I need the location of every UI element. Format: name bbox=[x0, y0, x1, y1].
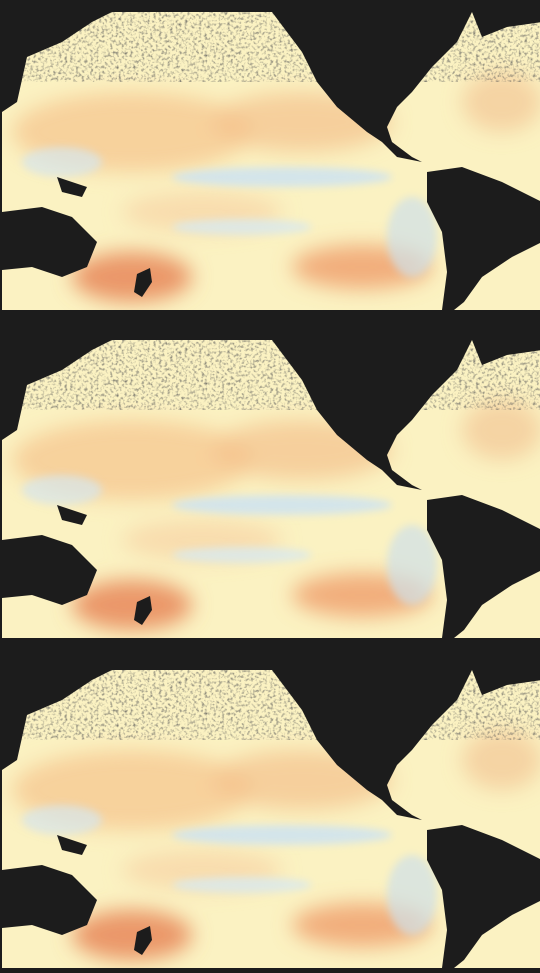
map-panel bbox=[2, 340, 540, 638]
map-panel bbox=[2, 12, 540, 310]
map-panel bbox=[2, 670, 540, 968]
